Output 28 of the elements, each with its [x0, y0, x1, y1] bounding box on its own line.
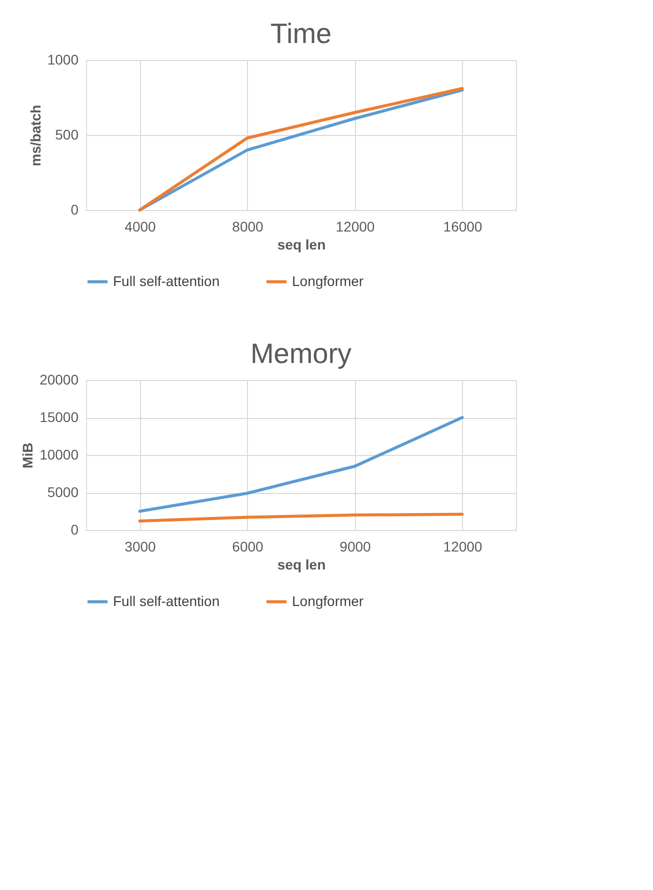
x-tick-label: 4000: [124, 218, 156, 234]
x-tick-label: 6000: [232, 538, 264, 554]
y-tick-label: 5000: [47, 484, 79, 500]
line-series: [138, 416, 464, 513]
y-axis-title: MiB: [20, 442, 36, 468]
x-axis-title: seq len: [277, 556, 326, 572]
x-tick-label: 12000: [443, 538, 482, 554]
y-tick-label: 10000: [40, 446, 79, 462]
x-tick-label: 9000: [340, 538, 372, 554]
legend-label: Longformer: [292, 592, 364, 609]
legend-label: Longformer: [292, 272, 364, 289]
y-tick-label: 0: [70, 522, 79, 538]
x-tick-label: 16000: [443, 218, 482, 234]
y-tick-label: 0: [70, 202, 79, 218]
y-axis-title: ms/batch: [27, 104, 44, 166]
x-tick-label: 3000: [124, 538, 156, 554]
y-tick-label: 15000: [40, 409, 79, 425]
y-tick-label: 1000: [47, 52, 79, 68]
legend-label: Full self-attention: [113, 592, 220, 609]
chart-title: Memory: [250, 338, 352, 369]
x-axis-title: seq len: [277, 236, 326, 252]
chart-title: Time: [270, 18, 332, 49]
x-tick-label: 8000: [232, 218, 264, 234]
x-tick-label: 12000: [336, 218, 375, 234]
y-tick-label: 20000: [40, 372, 79, 388]
y-tick-label: 500: [55, 126, 79, 142]
legend-label: Full self-attention: [113, 272, 220, 289]
line-series: [138, 512, 464, 522]
